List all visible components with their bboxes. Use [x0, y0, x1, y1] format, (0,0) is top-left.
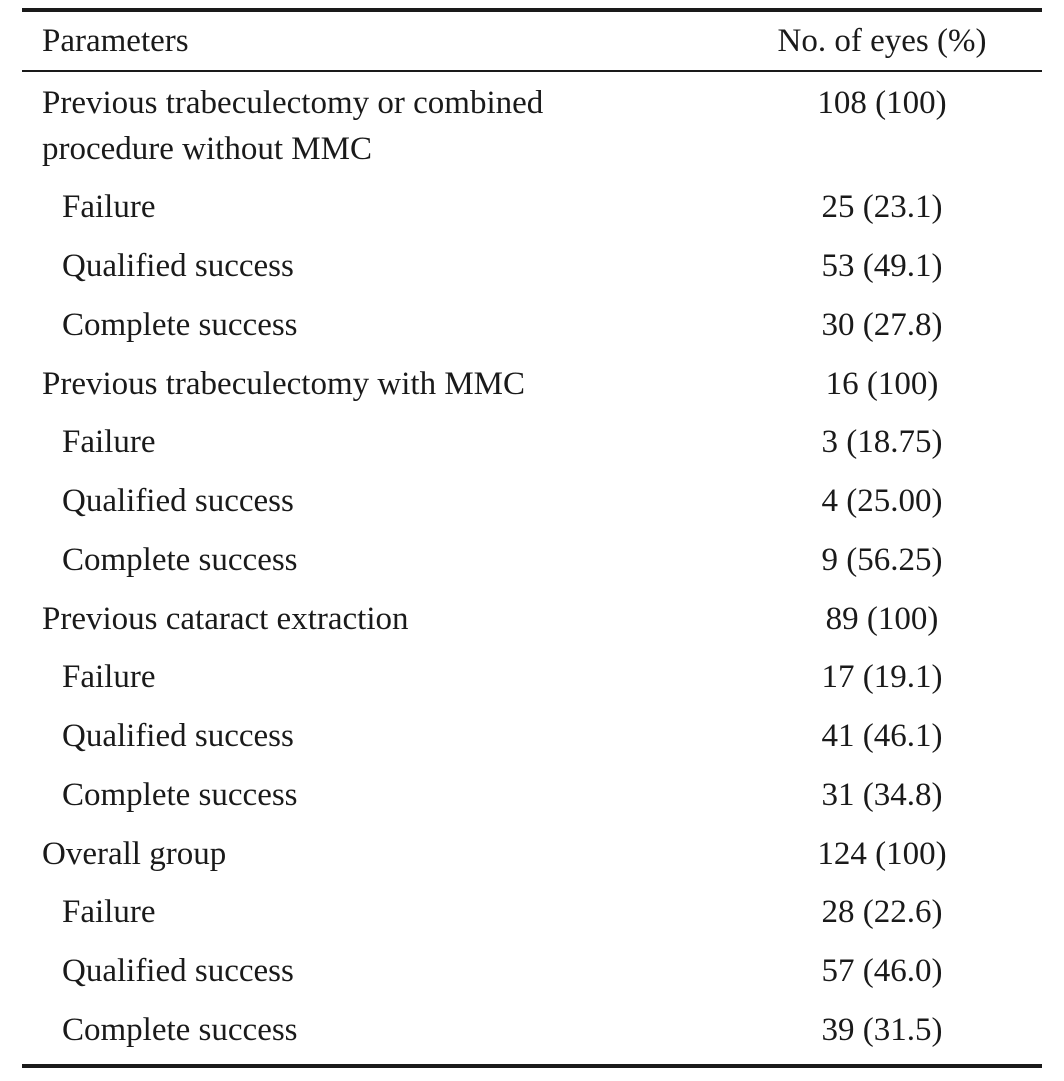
row-label: Failure — [62, 894, 156, 930]
row-value: 31 (34.8) — [821, 777, 943, 813]
table-row: Previous trabeculectomy or combined proc… — [22, 72, 1042, 178]
table-row: Overall group 124 (100) — [22, 825, 1042, 883]
header-rule — [22, 70, 1042, 72]
row-value: 124 (100) — [817, 836, 947, 872]
row-value: 3 (18.75) — [821, 424, 943, 460]
row-label: Overall group — [42, 836, 227, 872]
row-value: 30 (27.8) — [821, 307, 943, 343]
row-label: Previous cataract extraction — [42, 601, 409, 637]
table-row: Failure 17 (19.1) — [22, 648, 1042, 707]
results-table: Parameters No. of eyes (%) Previous trab… — [22, 8, 1042, 1068]
table-row: Complete success 30 (27.8) — [22, 296, 1042, 355]
row-value: 28 (22.6) — [821, 894, 943, 930]
row-value: 89 (100) — [825, 601, 939, 637]
table-row: Previous cataract extraction 89 (100) — [22, 590, 1042, 648]
table-row: Qualified success 4 (25.00) — [22, 472, 1042, 531]
table-row: Failure 28 (22.6) — [22, 883, 1042, 942]
outcome-table-body: Previous trabeculectomy or combined proc… — [22, 72, 1042, 1060]
header-no-of-eyes: No. of eyes (%) — [777, 23, 987, 59]
header-parameters: Parameters — [42, 23, 189, 59]
table-row: Complete success 9 (56.25) — [22, 531, 1042, 590]
row-label: Qualified success — [62, 718, 294, 754]
row-value: 41 (46.1) — [821, 718, 943, 754]
row-label: Previous trabeculectomy with MMC — [42, 366, 526, 402]
row-value: 17 (19.1) — [821, 659, 943, 695]
table-body: Previous trabeculectomy or combined proc… — [22, 72, 1042, 1060]
top-rule — [22, 8, 1042, 12]
row-label: Complete success — [62, 1012, 298, 1048]
row-label: Complete success — [62, 307, 298, 343]
table-row: Complete success 39 (31.5) — [22, 1001, 1042, 1060]
row-value: 57 (46.0) — [821, 953, 943, 989]
header-row: Parameters No. of eyes (%) — [22, 12, 1042, 70]
row-value: 39 (31.5) — [821, 1012, 943, 1048]
row-value: 25 (23.1) — [821, 189, 943, 225]
row-value: 108 (100) — [817, 85, 947, 121]
table-row: Failure 3 (18.75) — [22, 413, 1042, 472]
outcome-table: Parameters No. of eyes (%) — [22, 12, 1042, 70]
table-header: Parameters No. of eyes (%) — [22, 12, 1042, 70]
row-label: Qualified success — [62, 248, 294, 284]
row-label: Complete success — [62, 777, 298, 813]
row-value: 4 (25.00) — [821, 483, 943, 519]
table-row: Previous trabeculectomy with MMC 16 (100… — [22, 355, 1042, 413]
row-label: Failure — [62, 189, 156, 225]
row-label: Failure — [62, 659, 156, 695]
row-label: Failure — [62, 424, 156, 460]
table-row: Complete success 31 (34.8) — [22, 766, 1042, 825]
table-row: Qualified success 41 (46.1) — [22, 707, 1042, 766]
row-label: Qualified success — [62, 953, 294, 989]
row-label: Complete success — [62, 542, 298, 578]
table-row: Qualified success 57 (46.0) — [22, 942, 1042, 1001]
row-label: Previous trabeculectomy or combined proc… — [42, 85, 544, 167]
row-label: Qualified success — [62, 483, 294, 519]
row-value: 16 (100) — [825, 366, 939, 402]
row-value: 53 (49.1) — [821, 248, 943, 284]
bottom-rule — [22, 1064, 1042, 1068]
row-value: 9 (56.25) — [821, 542, 943, 578]
table-row: Failure 25 (23.1) — [22, 178, 1042, 237]
table-row: Qualified success 53 (49.1) — [22, 237, 1042, 296]
